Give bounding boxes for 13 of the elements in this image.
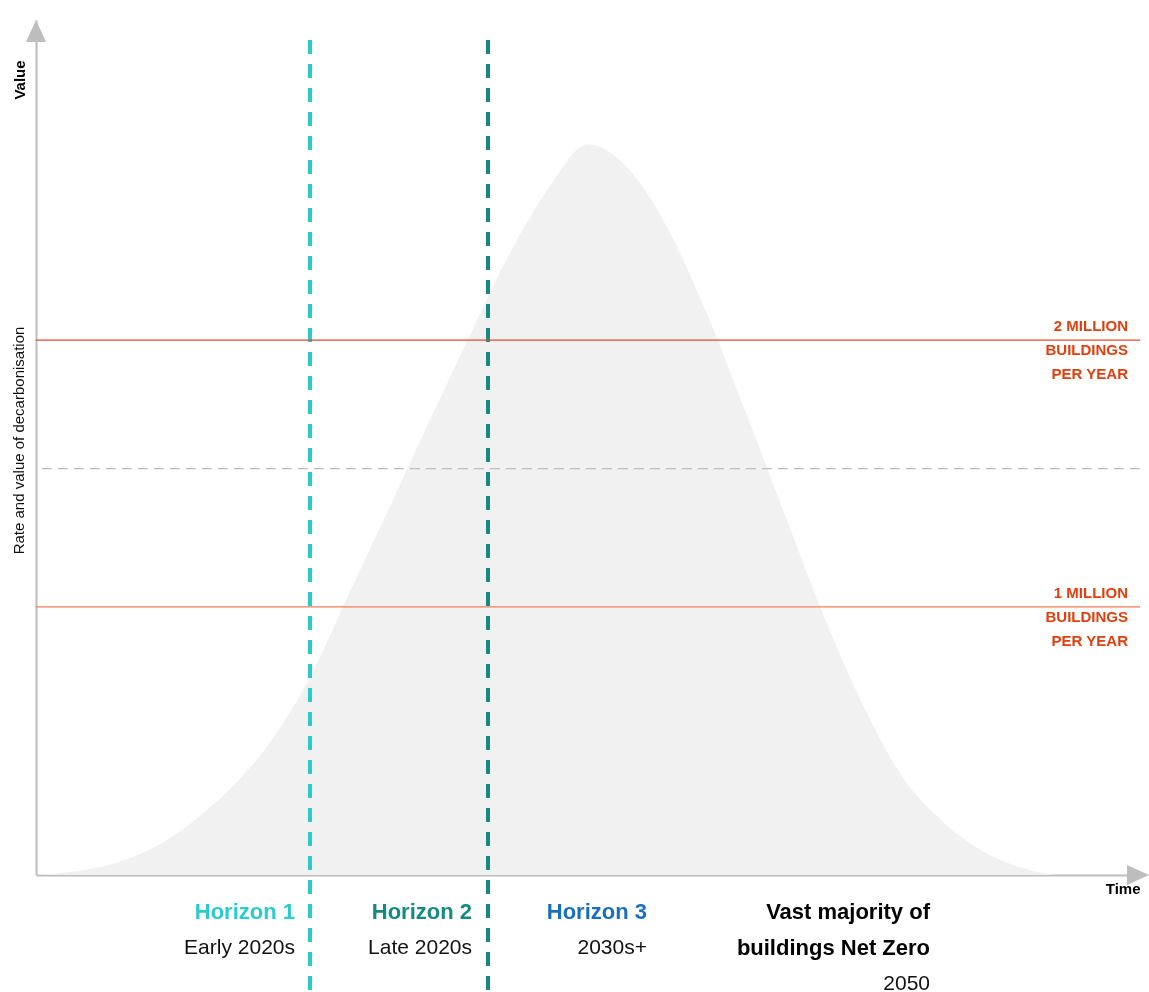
text: Value	[11, 60, 28, 100]
text: Horizon 1	[194, 899, 295, 924]
text: Late 2020s	[368, 935, 472, 958]
ref-line-label: 2 MILLION BUILDINGS PER YEAR	[1045, 317, 1129, 383]
x-axis-title: Time	[1105, 879, 1141, 897]
text: 2050	[883, 971, 930, 992]
text: Horizon 3	[546, 899, 647, 924]
text: Early 2020s	[184, 935, 295, 958]
text: Horizon 2	[371, 899, 472, 924]
text: Vast majority of buildings Net Zero	[736, 899, 931, 960]
ref-line-label: 1 MILLION BUILDINGS PER YEAR	[1045, 583, 1129, 649]
text: 2030s+	[577, 935, 647, 958]
y-axis-title: Rate and value of decarbonisation	[9, 326, 27, 555]
